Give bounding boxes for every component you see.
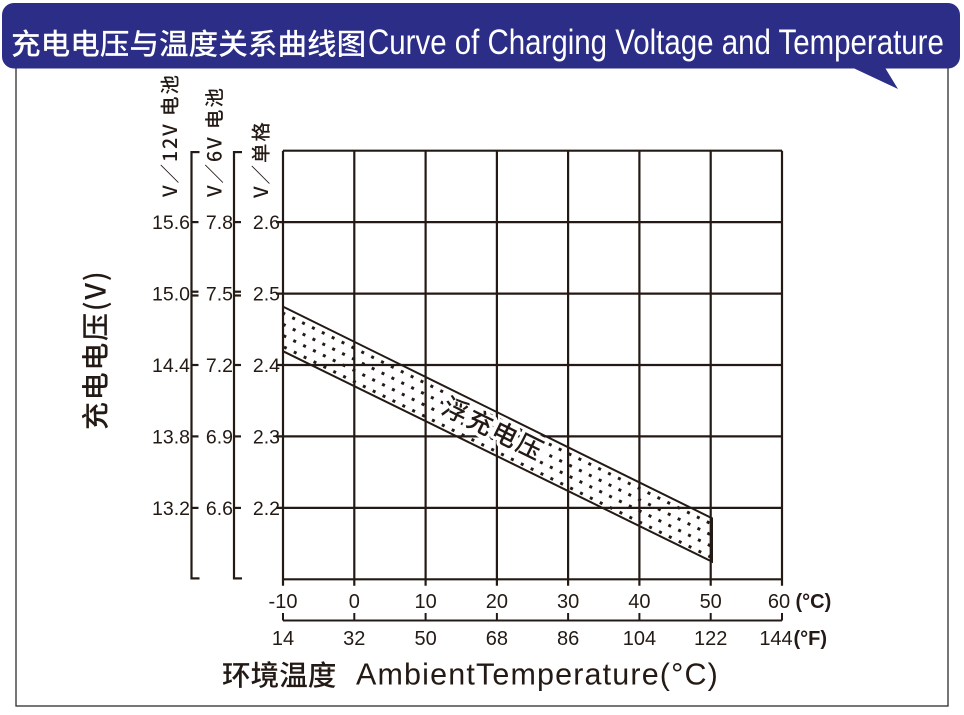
svg-text:2.6: 2.6 (253, 212, 280, 234)
svg-text:Curve of Charging Voltage and: Curve of Charging Voltage and Temperatur… (368, 23, 944, 62)
svg-text:AmbientTemperature(°C): AmbientTemperature(°C) (356, 658, 719, 692)
svg-text:30: 30 (557, 591, 579, 613)
svg-text:7.5: 7.5 (206, 284, 233, 306)
svg-text:7.2: 7.2 (206, 355, 233, 377)
svg-text:104: 104 (623, 628, 656, 650)
svg-text:6.6: 6.6 (206, 498, 233, 520)
svg-text:86: 86 (557, 628, 579, 650)
svg-text:20: 20 (486, 591, 508, 613)
svg-text:2.2: 2.2 (253, 498, 280, 520)
svg-text:68: 68 (486, 628, 508, 650)
svg-text:0: 0 (349, 591, 360, 613)
svg-text:60: 60 (768, 591, 790, 613)
svg-text:50: 50 (700, 591, 722, 613)
svg-text:122: 122 (694, 628, 727, 650)
svg-text:50: 50 (414, 628, 436, 650)
svg-text:15.0: 15.0 (152, 284, 190, 306)
svg-text:2.5: 2.5 (253, 284, 280, 306)
svg-text:13.8: 13.8 (152, 426, 190, 448)
svg-text:6.9: 6.9 (206, 426, 233, 448)
svg-text:10: 10 (414, 591, 436, 613)
svg-text:14: 14 (272, 628, 294, 650)
svg-text:2.4: 2.4 (253, 355, 280, 377)
svg-text:(°F): (°F) (794, 628, 828, 650)
svg-text:13.2: 13.2 (152, 498, 190, 520)
svg-text:-10: -10 (269, 591, 298, 613)
svg-text:14.4: 14.4 (152, 355, 190, 377)
svg-text:40: 40 (628, 591, 650, 613)
svg-text:2.3: 2.3 (253, 426, 280, 448)
svg-text:32: 32 (343, 628, 365, 650)
svg-text:7.8: 7.8 (206, 212, 233, 234)
svg-text:(°C): (°C) (796, 591, 832, 613)
svg-text:144: 144 (759, 628, 792, 650)
svg-text:15.6: 15.6 (152, 212, 190, 234)
